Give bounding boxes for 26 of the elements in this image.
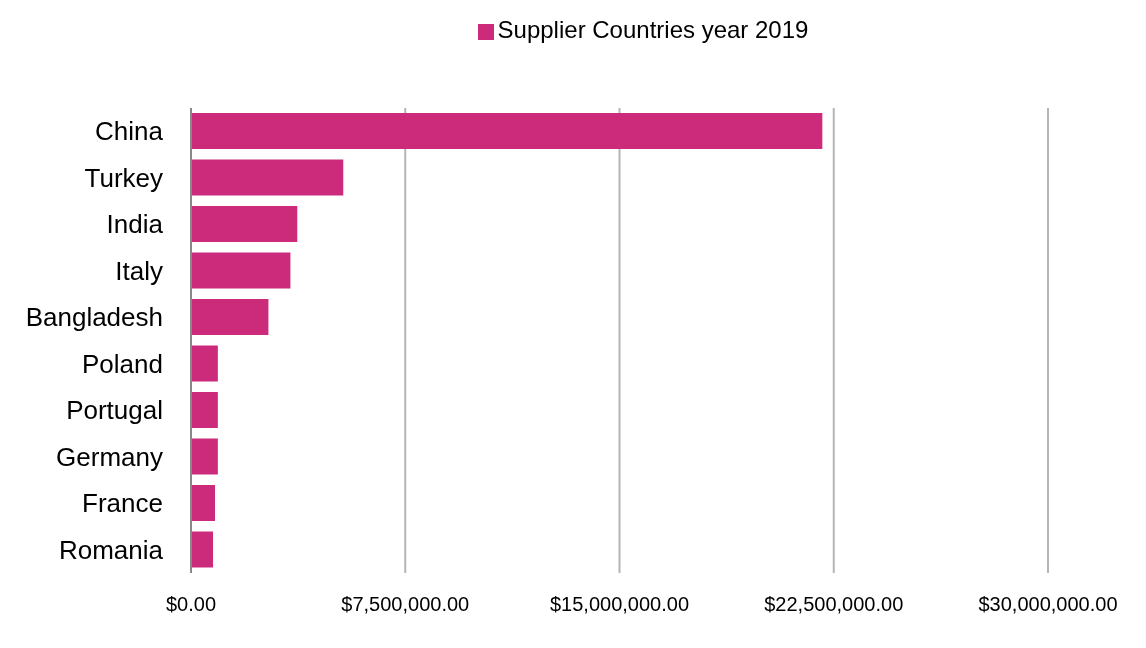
bar	[191, 113, 823, 149]
bar	[191, 299, 269, 335]
x-tick-label: $22,500,000.00	[764, 593, 904, 616]
bar	[191, 485, 215, 521]
bar	[191, 252, 291, 289]
y-tick-label: Poland	[82, 348, 163, 379]
bar	[191, 159, 344, 196]
y-tick-label: China	[95, 116, 164, 147]
bar	[191, 345, 218, 382]
x-tick-label: $0.00	[165, 593, 217, 616]
y-tick-label: France	[82, 488, 163, 519]
y-tick-label: Romania	[58, 534, 164, 565]
y-tick-label: Turkey	[84, 162, 163, 193]
x-tick-label: $7,500,000.00	[341, 593, 470, 616]
x-tick-label: $15,000,000.00	[549, 593, 690, 616]
y-tick-label: Italy	[115, 255, 163, 286]
legend-label: Supplier Countries year 2019	[497, 16, 809, 43]
y-tick-label: Portugal	[66, 395, 163, 426]
x-tick-label: $30,000,000.00	[978, 593, 1118, 616]
bar	[191, 392, 218, 428]
y-tick-label: Bangladesh	[25, 302, 163, 333]
y-tick-label: India	[106, 209, 164, 240]
bar	[191, 438, 218, 475]
bar	[191, 531, 213, 568]
y-tick-label: Germany	[56, 441, 163, 472]
bar	[191, 206, 298, 242]
